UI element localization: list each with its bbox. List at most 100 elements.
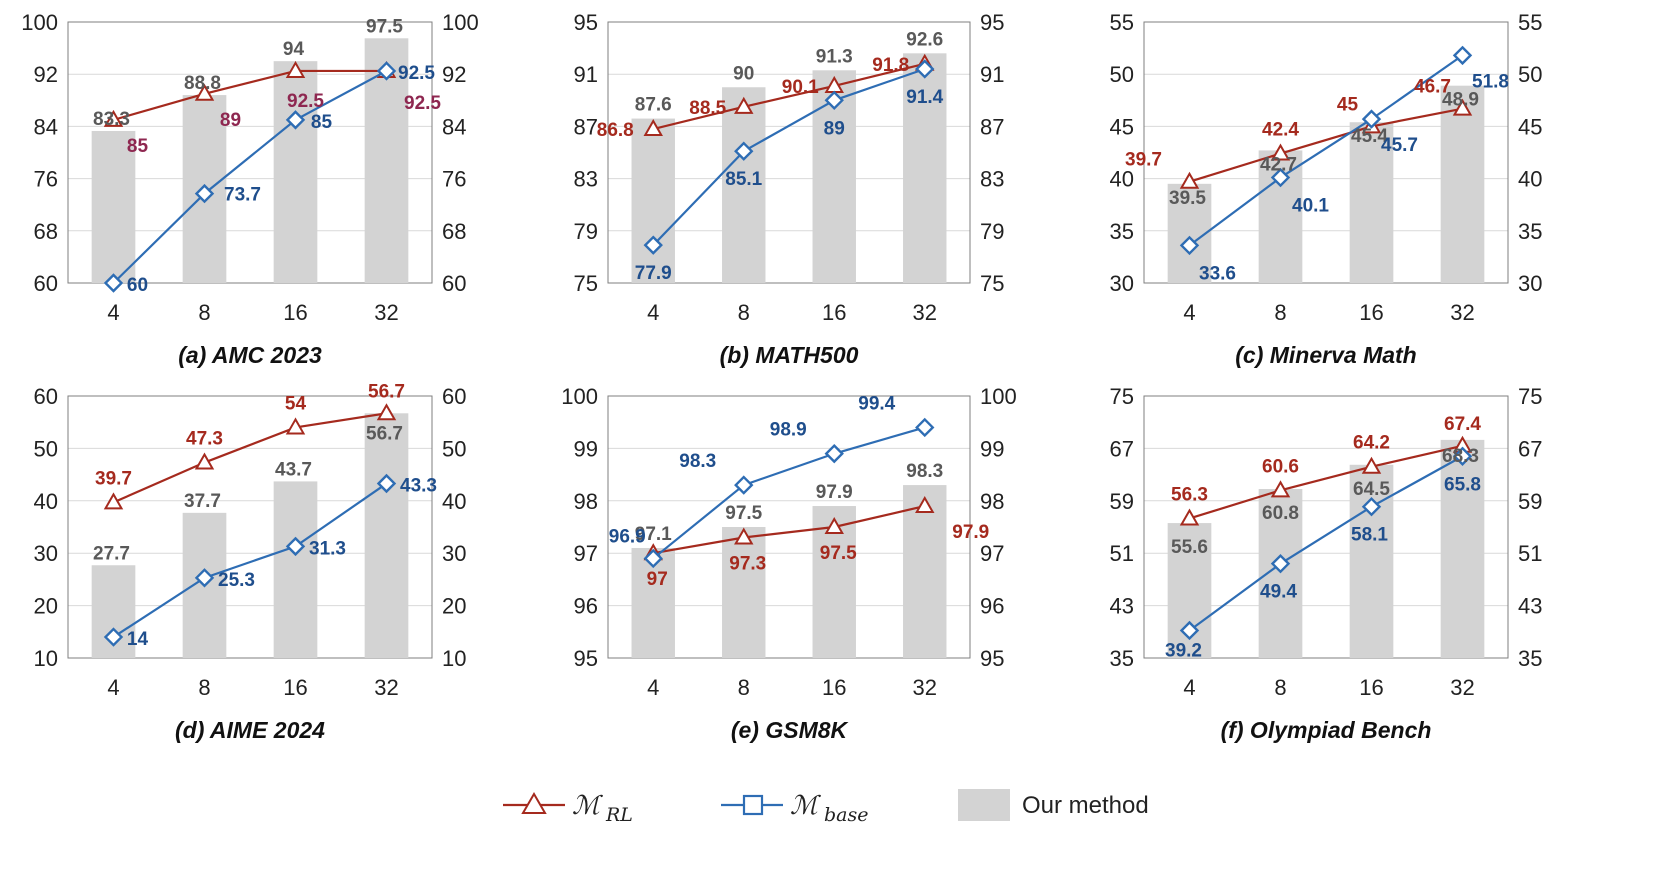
rl-data-label: 64.2 [1353, 433, 1390, 454]
y-tick-right: 79 [980, 219, 1004, 244]
rl-marker [194, 83, 215, 101]
bar-our-method [273, 481, 318, 658]
bar-data-label: 87.6 [635, 95, 672, 116]
y-tick-left: 20 [34, 594, 58, 619]
y-tick-left: 60 [34, 271, 58, 296]
base-marker [643, 235, 663, 255]
y-tick-left: 76 [34, 167, 58, 192]
base-marker [1361, 496, 1382, 517]
plot-frame [607, 395, 971, 659]
bar-data-label: 98.3 [906, 461, 943, 482]
rl-marker [734, 96, 754, 114]
base-marker [734, 141, 754, 161]
y-tick-left: 45 [1110, 114, 1134, 139]
rl-data-label: 91.8 [872, 55, 909, 76]
y-tick-right: 68 [442, 219, 466, 244]
y-tick-right: 75 [1518, 384, 1542, 409]
x-tick-label: 32 [1450, 675, 1474, 700]
legend-sub-rl: RL [605, 804, 633, 826]
x-tick-label: 32 [374, 675, 398, 700]
plot-frame [67, 21, 433, 284]
y-tick-right: 10 [442, 646, 466, 671]
rl-marker [285, 417, 306, 435]
rl-marker [734, 527, 754, 545]
base-data-label: 14 [127, 629, 149, 650]
x-tick-label: 4 [1183, 675, 1195, 700]
base-data-label: 60 [127, 275, 148, 296]
base-data-label: 89 [824, 118, 845, 139]
bar-data-label: 37.7 [184, 491, 221, 512]
rl-marker [194, 452, 215, 470]
y-tick-right: 35 [1518, 219, 1542, 244]
y-tick-right: 51 [1518, 541, 1542, 566]
y-tick-right: 60 [442, 271, 466, 296]
base-marker [1452, 45, 1473, 66]
y-tick-left: 100 [21, 10, 58, 35]
x-tick-label: 32 [1450, 300, 1474, 325]
y-tick-left: 67 [1110, 436, 1134, 461]
rl-data-label: 90.1 [782, 77, 819, 98]
bar-data-label: 97.9 [816, 482, 853, 503]
bar-data-label: 88.8 [184, 73, 221, 94]
y-tick-right: 98 [980, 489, 1004, 514]
series-line-rl [1189, 107, 1463, 183]
bar-data-label: 64.5 [1353, 479, 1390, 500]
series-line-rl [652, 62, 926, 131]
base-data-label: 73.7 [224, 185, 261, 206]
rl-data-label: 39.7 [1125, 150, 1162, 171]
y-tick-left: 91 [574, 62, 598, 87]
y-tick-left: 40 [1110, 167, 1134, 192]
y-tick-right: 87 [980, 114, 1004, 139]
y-tick-right: 43 [1518, 594, 1542, 619]
legend-sub-base: base [824, 804, 869, 826]
x-tick-label: 32 [913, 300, 937, 325]
y-tick-right: 67 [1518, 436, 1542, 461]
bar-data-label: 97.1 [635, 524, 672, 545]
bar-our-method [1440, 85, 1485, 284]
x-tick-label: 16 [1359, 300, 1383, 325]
x-tick-label: 8 [1274, 300, 1286, 325]
y-tick-left: 100 [561, 384, 598, 409]
y-tick-left: 50 [34, 436, 58, 461]
plot-frame [1143, 395, 1509, 659]
chart-panel-1: 60 60 68 68 76 76 84 84 92 92 100 100 4 8 16 32 83.3 88.8… [21, 10, 478, 368]
y-tick-left: 84 [34, 114, 58, 139]
y-tick-right: 59 [1518, 489, 1542, 514]
x-tick-label: 16 [283, 300, 307, 325]
x-tick-label: 4 [1183, 300, 1195, 325]
rl-data-label: 42.4 [1262, 120, 1299, 141]
y-tick-left: 75 [1110, 384, 1134, 409]
base-data-label: 45.7 [1381, 135, 1418, 156]
base-data-label: 77.9 [635, 263, 672, 284]
rl-data-label: 88.5 [689, 98, 726, 119]
rl-data-label: 92.5 [287, 91, 324, 112]
rl-data-label: 85 [127, 136, 149, 157]
x-tick-label: 16 [822, 675, 846, 700]
y-tick-left: 79 [574, 219, 598, 244]
y-tick-left: 98 [574, 489, 598, 514]
rl-data-label: 46.7 [1414, 77, 1451, 98]
y-tick-right: 100 [442, 10, 479, 35]
plot-frame [67, 395, 433, 659]
rl-data-label: 92.5 [404, 93, 441, 114]
y-tick-left: 30 [34, 541, 58, 566]
series-line-rl [113, 412, 387, 504]
rl-data-label: 45 [1337, 94, 1359, 115]
base-data-label: 85 [311, 112, 333, 133]
y-tick-left: 87 [574, 114, 598, 139]
y-tick-left: 60 [34, 384, 58, 409]
bar-data-label: 45.4 [1351, 126, 1388, 147]
bar-our-method [631, 118, 675, 283]
y-tick-right: 20 [442, 594, 466, 619]
y-tick-right: 97 [980, 541, 1004, 566]
rl-marker [643, 118, 663, 137]
rl-marker [376, 403, 397, 421]
legend-marker-base [742, 794, 764, 816]
bar-data-label: 39.5 [1169, 188, 1206, 209]
rl-marker [915, 496, 935, 514]
plot-frame [607, 21, 971, 284]
rl-marker [1361, 456, 1382, 474]
base-data-label: 98.3 [679, 451, 716, 472]
rl-data-label: 47.3 [186, 429, 223, 450]
